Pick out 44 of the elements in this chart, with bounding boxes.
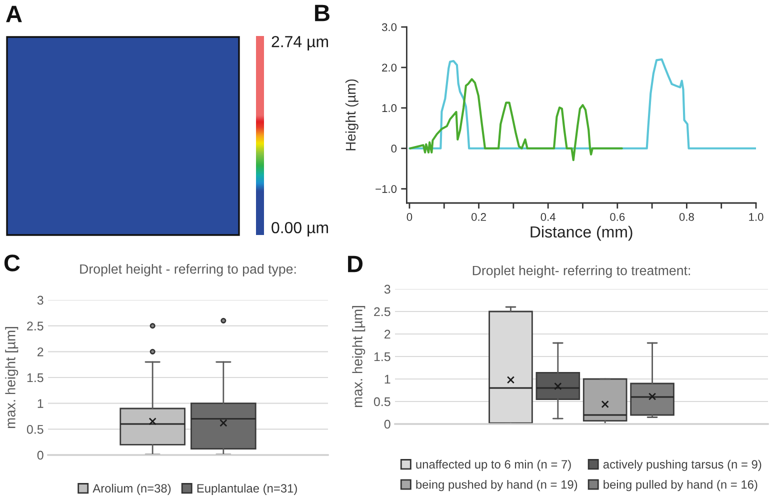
y-tick-label: 3 (37, 296, 44, 305)
line-series (409, 78, 623, 162)
legend-label: being pushed by hand (n = 19) (416, 480, 578, 492)
y-tick-label: 1.5 (27, 373, 44, 382)
y-tick-label: 3.0 (382, 23, 397, 32)
y-tick-label: 2 (38, 347, 44, 356)
y-tick-label: 3 (384, 284, 390, 294)
y-tick-label: 0.5 (374, 397, 390, 406)
chart-title: Droplet height- referring to treatment: (472, 265, 690, 278)
text: B (315, 4, 330, 22)
y-tick-label: 0 (384, 420, 390, 429)
legend-label: unaffected up to 6 min (n = 7) (416, 460, 571, 471)
y-tick-label: 1 (38, 399, 44, 408)
x-tick-label: 0 (406, 213, 412, 221)
y-tick-label: 0.5 (26, 424, 44, 434)
legend-label: actively pushing tarsus (n = 9) (603, 460, 762, 471)
x-tick-label: 1.0 (749, 213, 764, 221)
text: C (4, 254, 20, 272)
text: 0.00 µm (272, 222, 328, 236)
y-tick-label: 1.0 (382, 104, 397, 112)
x-tick-label: 0.8 (679, 213, 694, 221)
y-axis-title: max. height [µm] (352, 306, 366, 408)
x-tick-label: 0.6 (610, 213, 625, 221)
y-axis-title: Height (µm) (345, 79, 358, 150)
x-tick-label: 0.4 (540, 213, 556, 221)
text: A (6, 6, 22, 22)
y-tick-label: 2.0 (382, 64, 397, 72)
chart-title: Droplet height - referring to pad type: (80, 264, 296, 276)
legend-label: Euplantulae (n=31) (197, 484, 297, 495)
y-axis-title: max. height [µm] (5, 327, 18, 428)
legend-label: being pulled by hand (n = 16) (604, 480, 758, 492)
y-tick-label: 2.5 (27, 322, 44, 330)
x-axis-title: Distance (mm) (530, 226, 632, 241)
y-tick-label: 1 (384, 374, 390, 384)
y-tick-label: 2.5 (374, 307, 390, 316)
legend-label: Arolium (n=38) (92, 484, 171, 495)
text: D (348, 256, 363, 272)
y-tick-label: 2 (384, 330, 390, 339)
text: 2.74 µm (272, 36, 328, 50)
x-tick-label: 0.2 (471, 213, 486, 221)
y-tick-label: −1.0 (376, 185, 397, 193)
y-tick-label: 0 (391, 144, 397, 153)
y-tick-label: 0 (37, 450, 44, 460)
y-tick-label: 1.5 (374, 352, 390, 362)
